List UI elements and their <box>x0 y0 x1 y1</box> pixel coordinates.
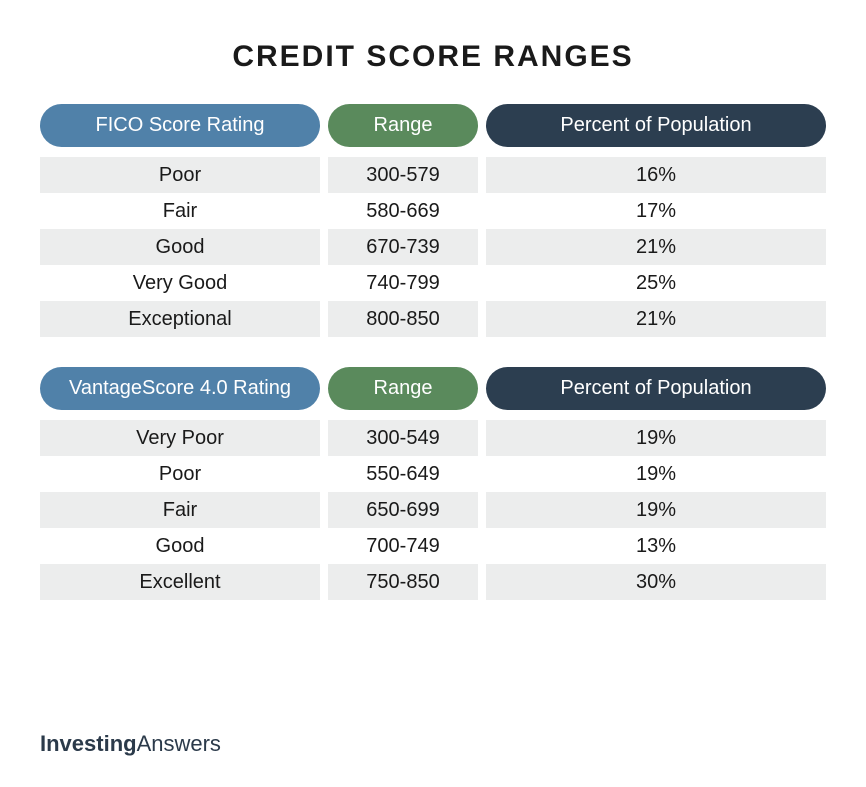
range-cell: 300-579 <box>328 157 478 193</box>
source-attribution: InvestingAnswers <box>40 731 221 757</box>
table-row: Very Good740-79925% <box>40 265 826 301</box>
range-cell: 300-549 <box>328 420 478 456</box>
range-cell: 650-699 <box>328 492 478 528</box>
percent-cell: 30% <box>486 564 826 600</box>
range-cell: 800-850 <box>328 301 478 337</box>
vantage-header-row: VantageScore 4.0 Rating Range Percent of… <box>40 367 826 410</box>
page-title: CREDIT SCORE RANGES <box>40 40 826 74</box>
percent-cell: 19% <box>486 492 826 528</box>
percent-cell: 16% <box>486 157 826 193</box>
table-row: Good700-74913% <box>40 528 826 564</box>
rating-cell: Good <box>40 528 320 564</box>
range-cell: 580-669 <box>328 193 478 229</box>
table-row: Poor300-57916% <box>40 157 826 193</box>
vantage-header-rating: VantageScore 4.0 Rating <box>40 367 320 410</box>
rating-cell: Poor <box>40 157 320 193</box>
vantage-header-percent: Percent of Population <box>486 367 826 410</box>
fico-header-rating: FICO Score Rating <box>40 104 320 147</box>
table-row: Good670-73921% <box>40 229 826 265</box>
vantage-table: VantageScore 4.0 Rating Range Percent of… <box>40 367 826 600</box>
source-bold: Investing <box>40 731 137 756</box>
vantage-header-range: Range <box>328 367 478 410</box>
fico-header-row: FICO Score Rating Range Percent of Popul… <box>40 104 826 147</box>
percent-cell: 21% <box>486 301 826 337</box>
range-cell: 750-850 <box>328 564 478 600</box>
fico-table: FICO Score Rating Range Percent of Popul… <box>40 104 826 337</box>
table-row: Poor550-64919% <box>40 456 826 492</box>
percent-cell: 17% <box>486 193 826 229</box>
table-row: Fair650-69919% <box>40 492 826 528</box>
fico-header-percent: Percent of Population <box>486 104 826 147</box>
percent-cell: 25% <box>486 265 826 301</box>
table-row: Fair580-66917% <box>40 193 826 229</box>
rating-cell: Exceptional <box>40 301 320 337</box>
range-cell: 550-649 <box>328 456 478 492</box>
fico-header-range: Range <box>328 104 478 147</box>
percent-cell: 19% <box>486 456 826 492</box>
range-cell: 740-799 <box>328 265 478 301</box>
percent-cell: 21% <box>486 229 826 265</box>
table-row: Very Poor300-54919% <box>40 420 826 456</box>
rating-cell: Fair <box>40 193 320 229</box>
range-cell: 670-739 <box>328 229 478 265</box>
rating-cell: Good <box>40 229 320 265</box>
percent-cell: 13% <box>486 528 826 564</box>
table-row: Exceptional800-85021% <box>40 301 826 337</box>
rating-cell: Excellent <box>40 564 320 600</box>
range-cell: 700-749 <box>328 528 478 564</box>
table-row: Excellent750-85030% <box>40 564 826 600</box>
percent-cell: 19% <box>486 420 826 456</box>
rating-cell: Poor <box>40 456 320 492</box>
rating-cell: Very Poor <box>40 420 320 456</box>
rating-cell: Fair <box>40 492 320 528</box>
rating-cell: Very Good <box>40 265 320 301</box>
source-light: Answers <box>137 731 221 756</box>
